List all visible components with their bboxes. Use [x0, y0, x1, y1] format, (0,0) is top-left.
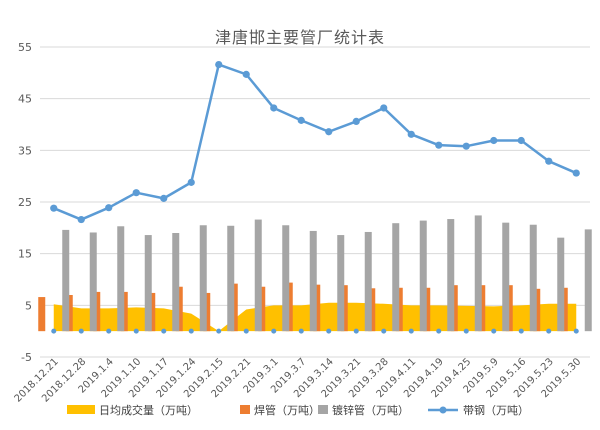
y-tick-label-2: 15: [18, 248, 32, 261]
bar-galvanized-0: [62, 229, 70, 332]
line-point-11: [352, 117, 360, 125]
bar-galvanized-14: [447, 219, 455, 332]
y-tick-label-5: 45: [18, 93, 32, 106]
bar-galvanized-6: [227, 225, 235, 332]
line-point-4: [160, 194, 168, 202]
category-marker-16: [491, 328, 497, 334]
line-point-12: [380, 104, 388, 112]
category-marker-2: [106, 328, 112, 334]
line-point-16: [490, 136, 498, 145]
category-marker-12: [381, 328, 387, 334]
category-marker-15: [463, 328, 469, 334]
line-point-8: [270, 104, 278, 112]
bar-galvanized-13: [419, 220, 427, 332]
bar-galvanized-16: [502, 222, 510, 332]
bar-galvanized-12: [392, 223, 400, 332]
line-point-0: [50, 204, 58, 212]
y-tick-label-0: -5: [21, 351, 32, 364]
bar-galvanized-11: [364, 231, 372, 332]
line-point-1: [77, 215, 85, 224]
bar-galvanized-9: [309, 230, 317, 332]
category-marker-10: [326, 328, 332, 334]
line-point-6: [215, 60, 223, 69]
y-tick-label-3: 25: [18, 196, 32, 209]
bar-galvanized-2: [117, 226, 125, 332]
category-marker-13: [408, 328, 414, 334]
line-strip: [53, 63, 577, 221]
line-point-13: [407, 130, 415, 138]
bar-galvanized-1: [89, 232, 97, 332]
line-point-5: [187, 178, 195, 186]
bar-galvanized-5: [199, 225, 207, 332]
bar-galvanized-19: [584, 229, 592, 332]
category-marker-8: [271, 328, 277, 334]
y-tick-label-1: 5: [25, 299, 32, 312]
bar-galvanized-15: [474, 215, 482, 332]
y-tick-label-4: 35: [18, 144, 32, 157]
legend-welded-swatch: [240, 405, 250, 414]
legend-galvanized-label: 镀锌管（万吨）: [332, 403, 409, 417]
line-point-18: [545, 157, 553, 165]
line-point-17: [517, 136, 525, 145]
y-tick-label-6: 55: [18, 41, 32, 54]
category-marker-17: [518, 328, 524, 334]
category-marker-18: [546, 328, 552, 334]
bar-welded-0: [38, 297, 46, 332]
line-point-3: [132, 189, 140, 197]
bar-galvanized-10: [337, 235, 345, 332]
bar-galvanized-4: [172, 233, 180, 332]
category-marker-0: [51, 328, 57, 334]
legend-strip-marker: [439, 406, 447, 414]
category-marker-6: [216, 328, 222, 334]
category-marker-9: [298, 328, 304, 334]
legend-galvanized-swatch: [318, 405, 328, 414]
bar-galvanized-18: [557, 237, 565, 332]
category-marker-1: [78, 328, 84, 334]
category-marker-19: [573, 328, 579, 334]
category-marker-5: [188, 328, 194, 334]
bar-galvanized-7: [254, 219, 262, 332]
legend-strip-label: 带钢（万吨）: [463, 404, 529, 417]
category-marker-3: [133, 328, 139, 334]
bar-galvanized-17: [529, 224, 537, 332]
category-marker-4: [161, 328, 167, 334]
legend-welded-label: 焊管（万吨）: [254, 403, 320, 417]
line-point-9: [297, 116, 305, 124]
bar-galvanized-3: [144, 235, 152, 332]
chart-title: 津唐邯主要管厂统计表: [214, 28, 385, 47]
line-point-7: [242, 70, 250, 78]
category-marker-14: [436, 328, 442, 334]
line-point-15: [462, 142, 470, 150]
line-point-2: [105, 204, 113, 212]
bar-galvanized-8: [282, 225, 290, 332]
category-marker-7: [243, 328, 249, 334]
legend-daily-volume-swatch: [67, 405, 95, 414]
line-point-19: [572, 169, 580, 177]
line-point-14: [435, 141, 443, 149]
legend-daily-volume-label: 日均成交量（万吨）: [99, 403, 198, 417]
category-marker-11: [353, 328, 359, 334]
line-point-10: [325, 128, 333, 136]
